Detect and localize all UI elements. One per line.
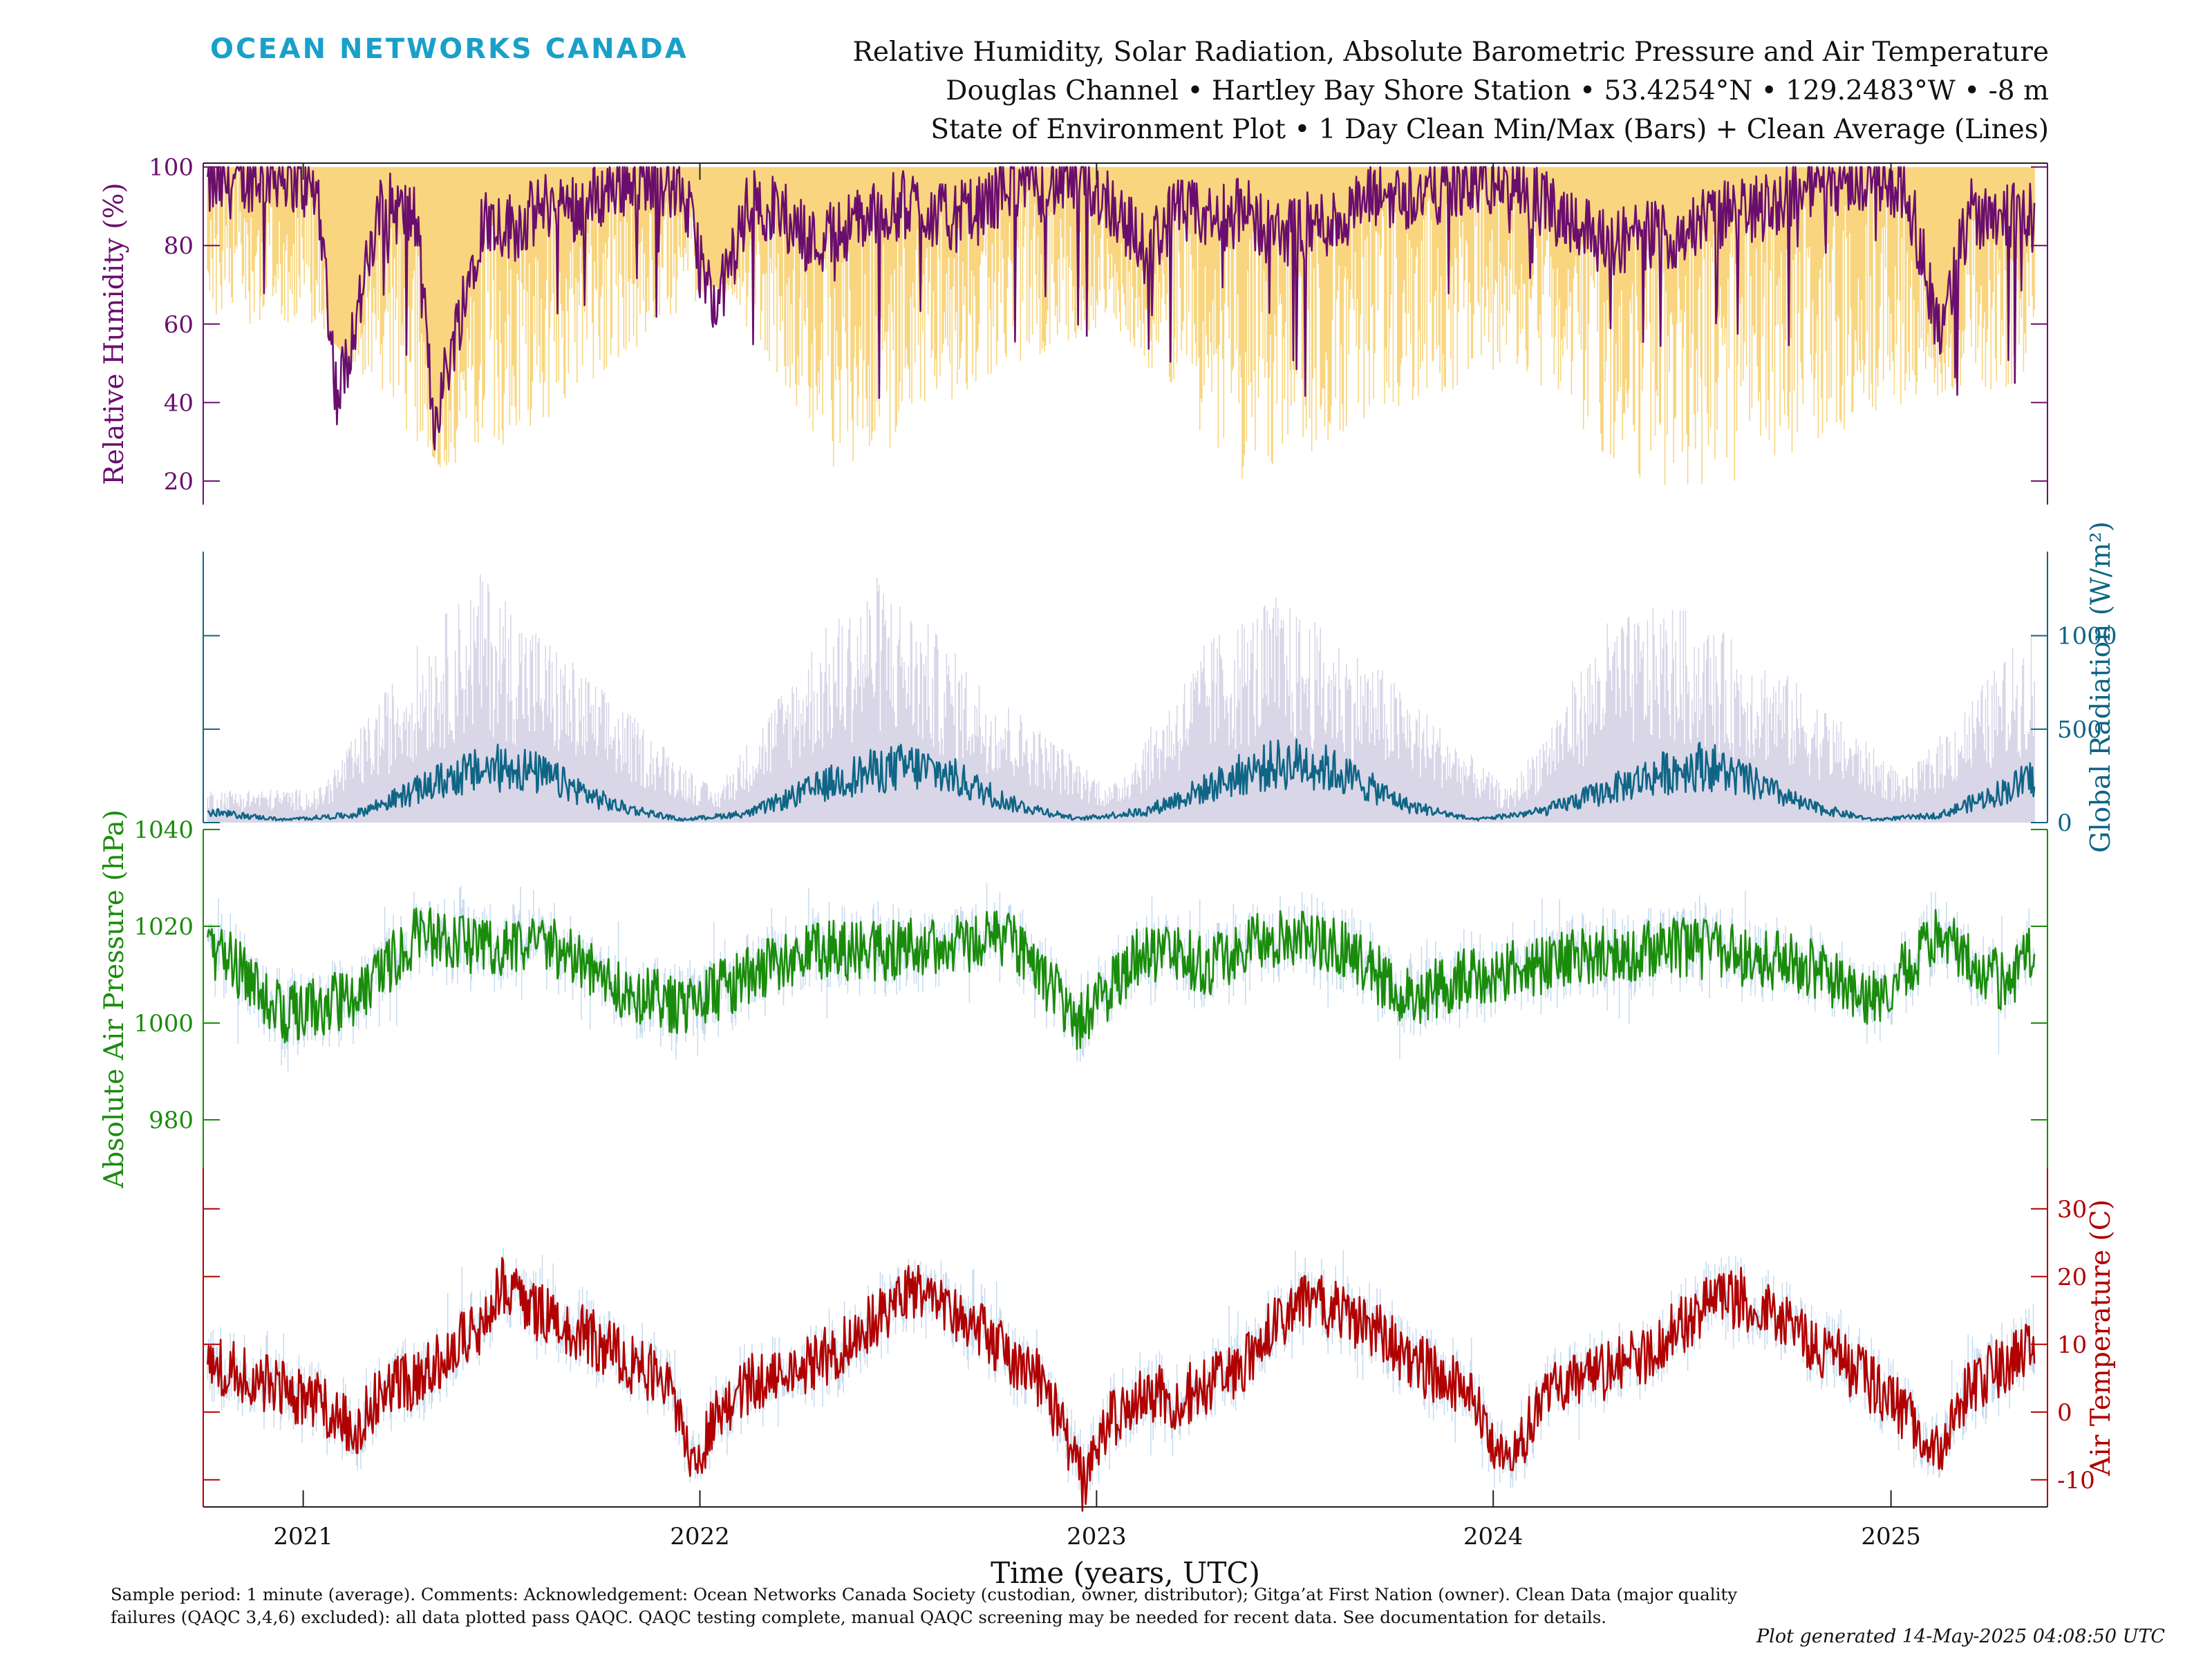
pressure-tick-label: 1040 [133, 816, 194, 844]
pressure-tick-label: 1000 [133, 1010, 194, 1038]
generated-timestamp: Plot generated 14-May-2025 04:08:50 UTC [1756, 1626, 2165, 1647]
pressure-average-line [207, 907, 2036, 1050]
plot-title: Relative Humidity, Solar Radiation, Abso… [852, 37, 2050, 68]
plot-title-block: Relative Humidity, Solar Radiation, Abso… [853, 33, 2050, 149]
x-tick-label: 2023 [1067, 1523, 1127, 1550]
temperature-axis-label: Air Temperature (C) [2086, 1199, 2117, 1477]
temperature-panel [207, 1247, 2036, 1512]
radiation-average-line [207, 738, 2036, 822]
temperature-tick-label: 20 [2057, 1264, 2087, 1291]
humidity-tick-label: 20 [164, 468, 194, 496]
temperature-tick-label: 0 [2057, 1399, 2072, 1427]
time-axis: 2021 2022 2023 2024 2025 Time (years, UTC) [203, 162, 2047, 1590]
humidity-average-line [207, 166, 2036, 451]
x-tick-label: 2021 [273, 1523, 333, 1550]
pressure-minmax-bars [207, 883, 2035, 1073]
humidity-axis-label: Relative Humidity (%) [99, 182, 130, 485]
temperature-tick-label: 30 [2057, 1196, 2087, 1224]
humidity-tick-label: 60 [164, 311, 194, 339]
radiation-minmax-bars [207, 574, 2035, 823]
humidity-tick-label: 100 [149, 154, 194, 182]
humidity-tick-label: 40 [164, 389, 194, 417]
humidity-tick-label: 80 [164, 232, 194, 260]
x-tick-label: 2024 [1463, 1523, 1524, 1550]
pressure-panel [207, 883, 2036, 1073]
radiation-tick-label: 0 [2057, 809, 2072, 837]
humidity-panel [207, 166, 2036, 485]
radiation-tick-label: 500 [2057, 716, 2102, 744]
footer-comments: Sample period: 1 minute (average). Comme… [111, 1584, 1738, 1627]
x-axis-label: Time (years, UTC) [991, 1556, 1260, 1590]
plot-subtitle-method: State of Environment Plot • 1 Day Clean … [930, 114, 2049, 145]
temperature-minmax-bars [207, 1247, 2035, 1512]
pressure-tick-label: 1020 [133, 913, 194, 941]
x-tick-label: 2025 [1861, 1523, 1921, 1550]
radiation-tick-label: 1000 [2057, 623, 2117, 650]
pressure-tick-label: 980 [149, 1107, 194, 1134]
plot-subtitle-location: Douglas Channel • Hartley Bay Shore Stat… [946, 75, 2049, 106]
temperature-average-line [207, 1257, 2036, 1512]
pressure-axis-label: Absolute Air Pressure (hPa) [99, 809, 130, 1189]
radiation-panel [207, 574, 2036, 823]
temperature-tick-label: 10 [2057, 1331, 2087, 1359]
radiation-axis-label: Global Radiation (W/m²) [2086, 521, 2117, 853]
temperature-tick-label: -10 [2057, 1467, 2095, 1494]
brand-logo-text: OCEAN NETWORKS CANADA [210, 33, 688, 65]
x-tick-label: 2022 [670, 1523, 730, 1550]
